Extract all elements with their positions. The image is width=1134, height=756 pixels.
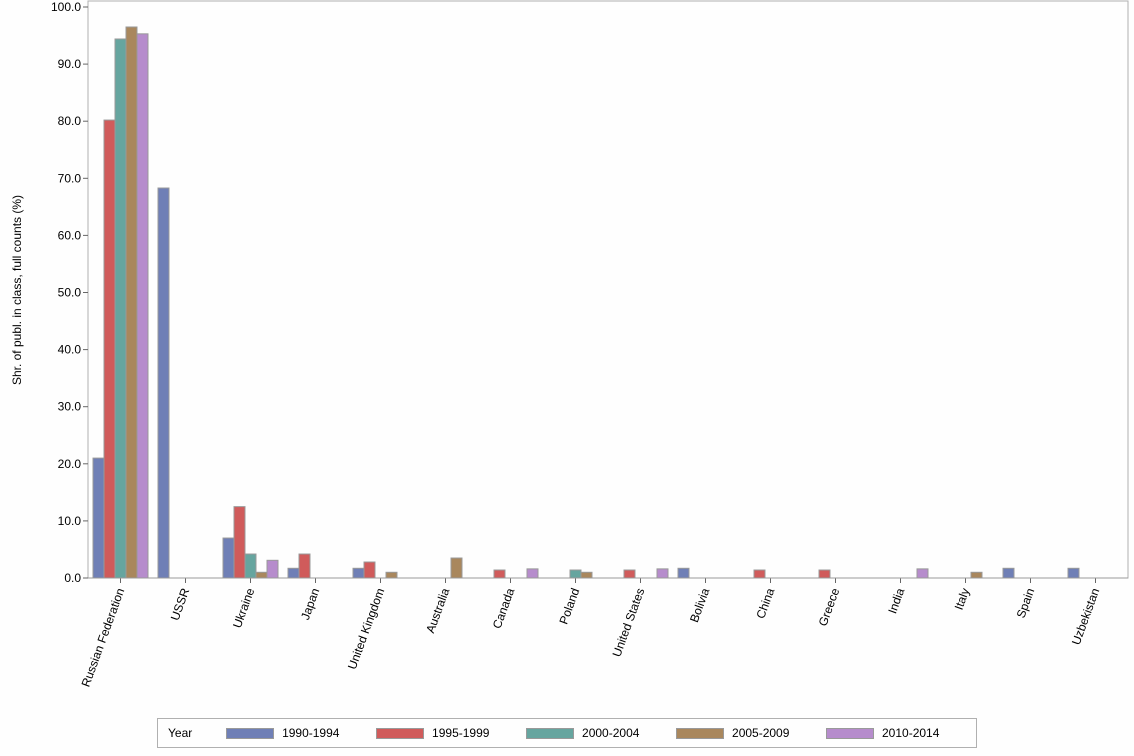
legend-swatch [226, 727, 275, 739]
bar-1990-1994 [677, 567, 690, 579]
legend-swatch [526, 727, 575, 739]
x-tick-label: USSR [168, 586, 193, 622]
bar-2000-2004 [114, 38, 127, 579]
bar-2010-2014 [916, 568, 929, 579]
bar-2005-2009 [255, 571, 268, 579]
x-tick-label: Ukraine [230, 586, 257, 630]
x-tick-label: Russian Federation [79, 586, 128, 689]
bar-1990-1994 [1002, 567, 1015, 579]
bar-1990-1994 [92, 457, 105, 579]
y-tick-label: 10.0 [58, 514, 82, 528]
y-tick-label: 20.0 [58, 457, 82, 471]
y-tick-label: 100.0 [51, 0, 81, 14]
legend-label: 1990-1994 [282, 726, 340, 740]
x-tick-label: Canada [490, 586, 518, 631]
legend-swatch [676, 727, 725, 739]
x-tick-label: United States [610, 586, 648, 658]
y-tick-label: 50.0 [58, 286, 82, 300]
y-tick-label: 60.0 [58, 228, 82, 242]
bar-1990-1994 [352, 567, 365, 579]
bar-1995-1999 [103, 119, 116, 579]
bar-chart: Shr. of publ. in class, full counts (%) … [10, 0, 1129, 689]
x-tick-label: China [753, 586, 777, 621]
legend-label: 2010-2014 [882, 726, 940, 740]
legend-swatch [826, 727, 874, 739]
legend: Year 1990-1994 1995-1999 2000-2004 2005-200… [157, 718, 977, 748]
bar-2000-2004 [244, 553, 257, 579]
bar-2010-2014 [266, 559, 279, 579]
legend-item: 2000-2004 [526, 726, 676, 740]
legend-label: 2005-2009 [732, 726, 790, 740]
legend-item: 2010-2014 [826, 726, 976, 740]
legend-swatch [376, 727, 425, 739]
legend-label: 1995-1999 [432, 726, 490, 740]
bar-1990-1994 [1067, 567, 1080, 579]
x-tick-label: Japan [298, 586, 322, 622]
bar-2005-2009 [580, 571, 593, 579]
plot-frame [87, 0, 1129, 579]
bar-1990-1994 [157, 187, 170, 579]
x-tick-label: Bolivia [687, 586, 712, 624]
x-tick-label: Uzbekistan [1069, 586, 1102, 647]
bar-1995-1999 [298, 553, 311, 579]
x-tick-label: India [885, 586, 907, 616]
y-tick-label: 40.0 [58, 343, 82, 357]
bar-2010-2014 [136, 33, 149, 579]
x-tick-label: Australia [423, 586, 452, 635]
x-tick-label: Spain [1014, 586, 1038, 620]
bar-1995-1999 [623, 569, 636, 579]
bar-1995-1999 [493, 569, 506, 579]
y-tick-label: 0.0 [64, 571, 81, 585]
legend-item: 2005-2009 [676, 726, 826, 740]
bar-1990-1994 [287, 567, 300, 579]
legend-item: 1990-1994 [226, 726, 376, 740]
y-tick-label: 90.0 [58, 57, 82, 71]
x-tick-label: Greece [816, 586, 843, 628]
x-tick-label: United Kingdom [345, 586, 387, 671]
bar-1990-1994 [222, 537, 235, 579]
legend-item: 1995-1999 [376, 726, 526, 740]
bar-2000-2004 [569, 569, 582, 579]
bar-1995-1999 [233, 506, 246, 579]
x-tick-label: Poland [556, 586, 582, 626]
bar-2005-2009 [450, 557, 463, 579]
y-axis-label: Shr. of publ. in class, full counts (%) [10, 195, 24, 385]
bar-2005-2009 [385, 571, 398, 579]
bar-1995-1999 [363, 561, 376, 579]
y-tick-label: 30.0 [58, 400, 82, 414]
legend-label: 2000-2004 [582, 726, 640, 740]
bar-2005-2009 [970, 571, 983, 579]
bar-2005-2009 [125, 26, 138, 579]
y-tick-label: 80.0 [58, 114, 82, 128]
legend-title: Year [168, 726, 193, 740]
bar-1995-1999 [818, 569, 831, 579]
bar-1995-1999 [753, 569, 766, 579]
bar-2010-2014 [526, 568, 539, 579]
bar-2010-2014 [656, 568, 669, 579]
y-tick-label: 70.0 [58, 171, 82, 185]
x-tick-label: Italy [952, 586, 973, 611]
